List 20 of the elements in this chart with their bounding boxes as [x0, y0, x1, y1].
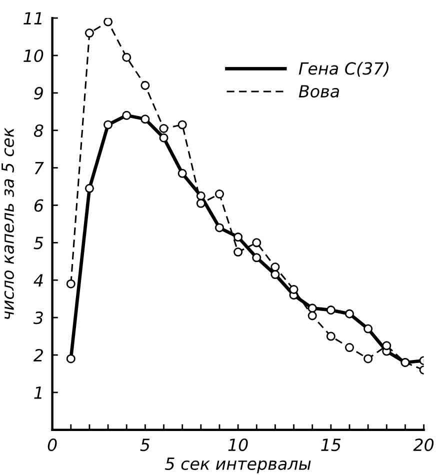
legend-label: Вова	[298, 85, 339, 98]
y-tick-label: 10	[24, 49, 44, 62]
y-tick-label: 6	[34, 199, 44, 212]
x-tick-label: 15	[321, 438, 341, 452]
x-tick-label: 20	[413, 438, 434, 452]
y-tick-label: 11	[24, 12, 42, 24]
x-tick-label: 10	[228, 438, 248, 452]
x-axis-title: 5 сек интервалы	[164, 458, 311, 474]
y-axis-title: число капель за 5 сек	[2, 128, 14, 319]
y-tick-label: 1	[34, 386, 42, 399]
legend-label: Гена С(37)	[298, 62, 389, 77]
y-tick-label: 2	[33, 348, 43, 362]
y-tick-label: 7	[34, 162, 44, 174]
x-tick-label: 0	[48, 438, 57, 452]
y-tick-label: 4	[34, 274, 43, 286]
y-tick-label: 8	[34, 124, 44, 137]
y-tick-label: 9	[34, 86, 43, 100]
y-tick-label: 5	[34, 236, 44, 250]
x-tick-label: 5	[140, 438, 150, 452]
y-tick-label: 3	[33, 312, 43, 324]
